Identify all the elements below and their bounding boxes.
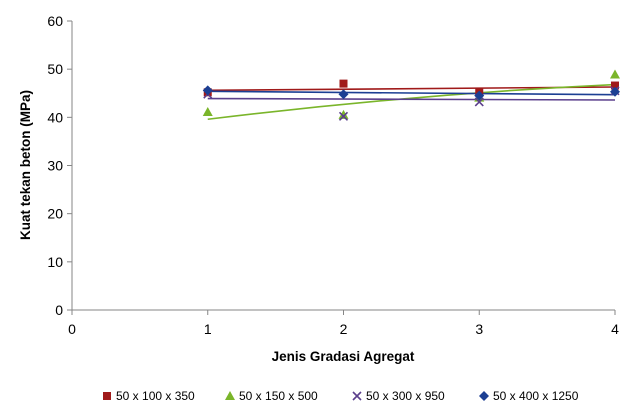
y-tick-label: 10 xyxy=(47,254,63,270)
legend-label: 50 x 150 x 500 xyxy=(239,389,318,403)
data-point xyxy=(610,86,620,97)
data-point xyxy=(338,109,349,119)
y-tick-label: 20 xyxy=(47,206,63,222)
legend: 50 x 100 x 350 50 x 150 x 500 50 x 300 x 9… xyxy=(103,389,579,403)
y-axis-title: Kuat tekan beton (MPa) xyxy=(18,90,33,240)
axes xyxy=(71,21,615,311)
data-point xyxy=(474,90,485,101)
legend-marker xyxy=(479,391,489,401)
data-point xyxy=(339,79,348,88)
data-point xyxy=(338,111,349,121)
x-axis-title: Jenis Gradasi Agregat xyxy=(272,349,415,364)
y-tick-label: 0 xyxy=(55,302,63,318)
x-tick-label: 1 xyxy=(204,321,212,337)
y-tick-label: 60 xyxy=(47,13,63,29)
x-tick-label: 0 xyxy=(68,321,76,337)
data-point xyxy=(338,89,349,100)
data-point xyxy=(474,97,484,107)
legend-marker xyxy=(352,391,362,401)
trendline-50-400-1250 xyxy=(207,90,616,96)
data-points xyxy=(202,69,620,121)
y-ticks: 0 10 20 30 40 50 60 xyxy=(47,13,72,318)
data-point xyxy=(611,81,619,90)
y-tick-label: 40 xyxy=(47,109,63,125)
legend-marker xyxy=(225,391,235,400)
data-point xyxy=(202,107,213,117)
x-ticks: 0 1 2 3 4 xyxy=(68,310,619,337)
legend-label: 50 x 400 x 1250 xyxy=(493,389,579,403)
legend-marker xyxy=(103,392,111,400)
trendline-50-150-500 xyxy=(207,83,616,121)
x-tick-label: 4 xyxy=(611,321,619,337)
legend-label: 50 x 100 x 350 xyxy=(116,389,195,403)
data-point xyxy=(202,85,213,96)
x-tick-label: 2 xyxy=(340,321,348,337)
data-point xyxy=(610,69,620,79)
x-tick-label: 3 xyxy=(475,321,483,337)
legend-label: 50 x 300 x 950 xyxy=(366,389,445,403)
y-tick-label: 30 xyxy=(47,158,63,174)
trendlines xyxy=(207,83,616,121)
trendline-50-300-950 xyxy=(207,97,616,101)
y-tick-label: 50 xyxy=(47,61,63,77)
